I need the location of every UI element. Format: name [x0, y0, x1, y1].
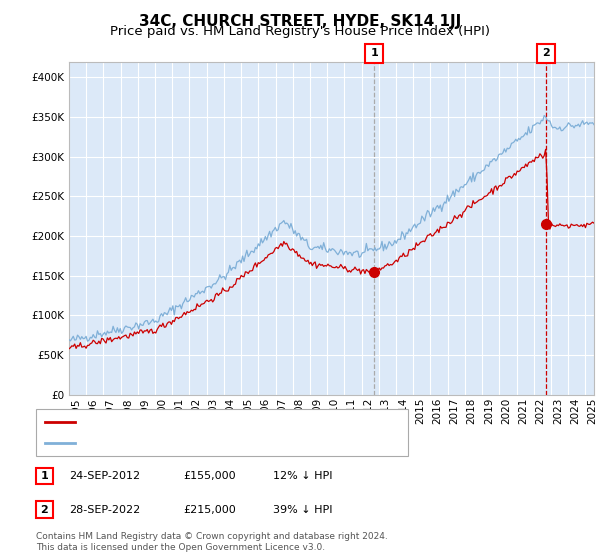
Text: 2024: 2024: [570, 398, 580, 424]
Text: 2019: 2019: [484, 398, 494, 424]
Text: 2006: 2006: [260, 398, 270, 424]
Text: 24-SEP-2012: 24-SEP-2012: [69, 471, 140, 481]
Text: 2001: 2001: [174, 398, 184, 424]
Text: 12% ↓ HPI: 12% ↓ HPI: [273, 471, 332, 481]
Text: 2: 2: [41, 505, 48, 515]
Text: 2020: 2020: [501, 398, 511, 424]
Text: 2008: 2008: [295, 398, 305, 424]
Text: 1998: 1998: [122, 398, 133, 424]
Text: 34C, CHURCH STREET, HYDE, SK14 1JJ: 34C, CHURCH STREET, HYDE, SK14 1JJ: [139, 14, 461, 29]
Text: 2014: 2014: [398, 398, 408, 424]
Text: 39% ↓ HPI: 39% ↓ HPI: [273, 505, 332, 515]
Text: 2005: 2005: [243, 398, 253, 424]
Text: 2017: 2017: [449, 398, 460, 424]
Text: Price paid vs. HM Land Registry's House Price Index (HPI): Price paid vs. HM Land Registry's House …: [110, 25, 490, 38]
Text: 2000: 2000: [157, 398, 167, 424]
Text: 2003: 2003: [209, 398, 218, 424]
Text: 2018: 2018: [467, 398, 477, 424]
Text: 1999: 1999: [140, 398, 149, 424]
Text: 2025: 2025: [587, 398, 597, 424]
Text: 34C, CHURCH STREET, HYDE, SK14 1JJ (detached house): 34C, CHURCH STREET, HYDE, SK14 1JJ (deta…: [80, 417, 394, 427]
Text: 2: 2: [542, 49, 550, 58]
Text: 1995: 1995: [71, 398, 81, 424]
Text: 2023: 2023: [553, 398, 563, 424]
Text: 2012: 2012: [364, 398, 373, 424]
Text: 2002: 2002: [191, 398, 201, 424]
Text: 1997: 1997: [105, 398, 115, 424]
Text: £215,000: £215,000: [183, 505, 236, 515]
Text: 2011: 2011: [346, 398, 356, 424]
Text: 1: 1: [370, 49, 378, 58]
Text: 2010: 2010: [329, 398, 339, 424]
Text: £155,000: £155,000: [183, 471, 236, 481]
Text: 2007: 2007: [277, 398, 287, 424]
Text: 2015: 2015: [415, 398, 425, 424]
Text: Contains HM Land Registry data © Crown copyright and database right 2024.
This d: Contains HM Land Registry data © Crown c…: [36, 532, 388, 552]
Text: 2004: 2004: [226, 398, 236, 424]
Text: 2009: 2009: [312, 398, 322, 424]
Text: 2021: 2021: [518, 398, 529, 424]
Text: 1996: 1996: [88, 398, 98, 424]
Text: 28-SEP-2022: 28-SEP-2022: [69, 505, 140, 515]
Text: 2013: 2013: [380, 398, 391, 424]
Text: 2016: 2016: [432, 398, 442, 424]
Text: 2022: 2022: [536, 398, 545, 424]
Text: 1: 1: [41, 471, 48, 481]
Text: HPI: Average price, detached house, Tameside: HPI: Average price, detached house, Tame…: [80, 438, 338, 448]
